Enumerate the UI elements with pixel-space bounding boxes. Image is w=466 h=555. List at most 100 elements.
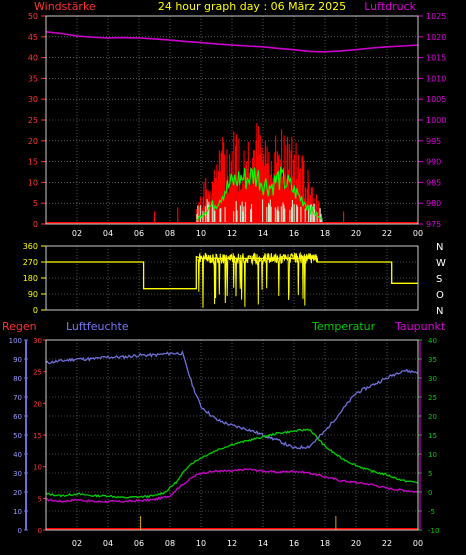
hour-label-bottom: 04 xyxy=(103,539,113,548)
pressure-tick-label: 990 xyxy=(426,158,441,167)
hour-label-bottom: 00 xyxy=(413,539,423,548)
compass-label: W xyxy=(436,258,446,269)
temperature-tick-label: 0 xyxy=(428,489,432,497)
direction-tick-label: 270 xyxy=(23,258,38,267)
pressure-axis-title: Luftdruck xyxy=(364,0,416,13)
rain-tick-label: 10 xyxy=(33,464,42,472)
hour-label-bottom: 18 xyxy=(320,539,330,548)
humidity-tick-label: 20 xyxy=(13,489,22,497)
hour-label: 22 xyxy=(382,229,392,238)
hour-label: 18 xyxy=(320,229,330,238)
temperature-tick-label: 40 xyxy=(428,337,437,345)
rain-tick-label: 25 xyxy=(33,369,42,377)
temperature-tick-label: 20 xyxy=(428,413,437,421)
hour-label-bottom: 10 xyxy=(196,539,206,548)
temperature-tick-label: -10 xyxy=(428,527,439,535)
humidity-tick-label: 40 xyxy=(13,451,22,459)
pressure-tick-label: 985 xyxy=(426,178,441,187)
chart-title: 24 hour graph day : 06 März 2025 xyxy=(158,0,346,13)
dewpoint-line xyxy=(45,467,419,504)
wind-average-line xyxy=(196,166,323,221)
dewpoint-axis-title: Taupunkt xyxy=(394,320,446,333)
pressure-tick-label: 1025 xyxy=(426,12,446,21)
hour-label-bottom: 02 xyxy=(72,539,82,548)
rain-tick-label: 20 xyxy=(33,400,42,408)
hour-label: 20 xyxy=(351,229,361,238)
pressure-tick-label: 1015 xyxy=(426,54,446,63)
direction-tick-label: 180 xyxy=(23,274,38,283)
compass-label: O xyxy=(436,290,444,301)
pressure-line xyxy=(45,31,419,53)
hour-label-bottom: 14 xyxy=(258,539,268,548)
pressure-tick-label: 980 xyxy=(426,199,441,208)
hour-label-bottom: 22 xyxy=(382,539,392,548)
temp-panel-border xyxy=(45,339,419,531)
rain-axis-title: Regen xyxy=(2,320,37,333)
wind-tick-label: 25 xyxy=(28,116,38,125)
pressure-tick-label: 975 xyxy=(426,220,441,229)
hour-label: 04 xyxy=(103,229,113,238)
wind-tick-label: 45 xyxy=(28,33,38,42)
temperature-tick-label: 25 xyxy=(428,394,437,402)
wind-tick-label: 15 xyxy=(28,158,38,167)
humidity-tick-label: 70 xyxy=(13,394,22,402)
temperature-tick-label: -5 xyxy=(428,508,435,516)
hour-label-bottom: 08 xyxy=(165,539,175,548)
hour-label: 10 xyxy=(196,229,206,238)
compass-label: N xyxy=(436,306,443,317)
wind-tick-label: 10 xyxy=(28,178,38,187)
humidity-tick-label: 100 xyxy=(9,337,22,345)
rain-tick-label: 30 xyxy=(33,337,42,345)
hour-label: 12 xyxy=(227,229,237,238)
humidity-tick-label: 50 xyxy=(13,432,22,440)
hour-label-bottom: 12 xyxy=(227,539,237,548)
temperature-axis-title: Temperatur xyxy=(311,320,376,333)
wind-tick-label: 50 xyxy=(28,12,38,21)
pressure-tick-label: 1010 xyxy=(426,74,446,83)
compass-label: S xyxy=(436,274,442,285)
wind-axis-title: Windstärke xyxy=(34,0,96,13)
temperature-tick-label: 5 xyxy=(428,470,432,478)
hour-label: 16 xyxy=(289,229,299,238)
wind-tick-label: 40 xyxy=(28,54,38,63)
wind-tick-label: 0 xyxy=(33,220,38,229)
wind-tick-label: 35 xyxy=(28,74,38,83)
hour-label-bottom: 06 xyxy=(134,539,144,548)
direction-tick-label: 360 xyxy=(23,242,38,251)
direction-tick-label: 90 xyxy=(28,290,38,299)
temperature-tick-label: 35 xyxy=(428,356,437,364)
temperature-line xyxy=(45,428,419,499)
direction-tick-label: 0 xyxy=(33,306,38,315)
wind-tick-label: 20 xyxy=(28,137,38,146)
humidity-tick-label: 10 xyxy=(13,508,22,516)
pressure-tick-label: 995 xyxy=(426,137,441,146)
pressure-tick-label: 1020 xyxy=(426,33,446,42)
rain-tick-label: 0 xyxy=(38,527,42,535)
hour-label: 02 xyxy=(72,229,82,238)
direction-line xyxy=(46,255,418,290)
wind-panel-border xyxy=(45,15,419,225)
hour-label: 06 xyxy=(134,229,144,238)
humidity-tick-label: 80 xyxy=(13,375,22,383)
humidity-tick-label: 90 xyxy=(13,356,22,364)
humidity-line xyxy=(45,350,419,450)
hour-label: 00 xyxy=(413,229,423,238)
pressure-tick-label: 1005 xyxy=(426,95,446,104)
humidity-axis-title: Luftfeuchte xyxy=(66,320,129,333)
hour-label-bottom: 20 xyxy=(351,539,361,548)
direction-panel-border xyxy=(45,245,419,311)
hour-label-bottom: 16 xyxy=(289,539,299,548)
direction-noise xyxy=(197,251,318,308)
compass-label: N xyxy=(436,242,443,253)
humidity-tick-label: 60 xyxy=(13,413,22,421)
pressure-tick-label: 1000 xyxy=(426,116,446,125)
hour-label: 08 xyxy=(165,229,175,238)
wind-tick-label: 5 xyxy=(33,199,38,208)
temperature-tick-label: 15 xyxy=(428,432,437,440)
wind-tick-label: 30 xyxy=(28,95,38,104)
hour-label: 14 xyxy=(258,229,268,238)
humidity-tick-label: 30 xyxy=(13,470,22,478)
temperature-tick-label: 10 xyxy=(428,451,437,459)
humidity-tick-label: 0 xyxy=(18,527,22,535)
